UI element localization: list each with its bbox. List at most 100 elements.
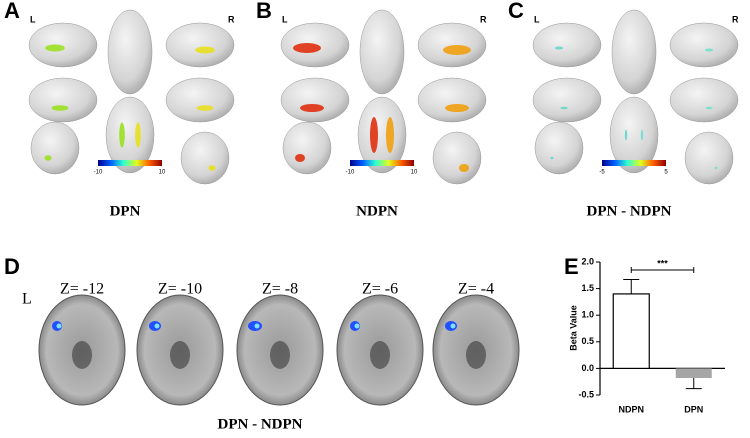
slice-ventricle xyxy=(170,341,190,369)
brain-view xyxy=(417,77,487,123)
y-tick-label: 0.5 xyxy=(581,336,594,346)
slice-label: Z= -10 xyxy=(158,281,202,298)
brain-view xyxy=(30,121,80,175)
brain-view xyxy=(611,9,657,95)
brain-view xyxy=(105,96,155,174)
activation-blob xyxy=(56,323,62,329)
activation-blob xyxy=(443,45,471,55)
hemisphere-left: L xyxy=(534,14,540,24)
brain-view xyxy=(417,22,487,68)
activation-blob xyxy=(208,165,216,171)
activation-blob xyxy=(119,122,125,148)
panel-letter: A xyxy=(4,0,20,23)
colorbar-tick: -10 xyxy=(346,170,355,176)
panel-caption: NDPN xyxy=(356,203,398,219)
panel-letter: E xyxy=(564,254,579,279)
slice-label: Z= -4 xyxy=(458,281,494,298)
colorbar-tick: 5 xyxy=(664,170,668,176)
brain-view xyxy=(28,22,98,68)
slice-label: Z= -6 xyxy=(362,281,398,298)
activation-blob xyxy=(704,48,714,52)
brain-view xyxy=(534,121,584,175)
activation-blob xyxy=(714,166,718,170)
panel-caption: DPN - NDPN xyxy=(587,203,672,219)
brain-view xyxy=(684,131,734,185)
y-tick-label: 2.0 xyxy=(581,256,594,266)
bar xyxy=(612,293,650,370)
brain-view xyxy=(282,121,332,175)
y-tick-label: -0.5 xyxy=(578,389,594,399)
activation-blob xyxy=(705,106,713,110)
side-label: L xyxy=(22,291,32,308)
hemisphere-right: R xyxy=(228,14,235,24)
activation-blob xyxy=(554,46,564,50)
activation-blob xyxy=(550,156,554,160)
panel-caption: DPN - NDPN xyxy=(218,416,303,432)
x-tick-label: DPN xyxy=(684,404,703,414)
slice-ventricle xyxy=(466,341,486,369)
y-tick-label: 1.0 xyxy=(581,310,594,320)
activation-blob xyxy=(640,129,644,141)
activation-blob xyxy=(154,323,160,329)
y-tick-label: 0.0 xyxy=(581,363,594,373)
brain-view xyxy=(280,77,350,123)
panel-caption: DPN xyxy=(110,203,141,219)
activation-blob xyxy=(624,129,628,141)
hemisphere-right: R xyxy=(480,14,487,24)
panel-letter: D xyxy=(4,254,20,279)
brain-view xyxy=(180,131,230,185)
activation-blob xyxy=(254,323,260,329)
hemisphere-left: L xyxy=(282,14,288,24)
activation-blob xyxy=(386,117,394,153)
colorbar-tick: -10 xyxy=(94,170,103,176)
slice-ventricle xyxy=(270,341,290,369)
activation-blob xyxy=(135,122,141,148)
brain-view xyxy=(165,77,235,123)
brain-view xyxy=(669,22,739,68)
x-tick-label: NDPN xyxy=(618,404,644,414)
brain-view xyxy=(609,96,659,174)
significance-label: *** xyxy=(657,258,668,268)
slice-label: Z= -12 xyxy=(60,281,104,298)
panel-letter: C xyxy=(508,0,524,23)
colorbar xyxy=(98,160,162,166)
brain-view xyxy=(28,77,98,123)
activation-blob xyxy=(51,105,69,111)
slice-ventricle xyxy=(72,341,92,369)
brain-view xyxy=(357,96,407,174)
bar xyxy=(675,368,712,378)
activation-blob xyxy=(300,104,324,112)
activation-blob xyxy=(295,154,305,162)
activation-blob xyxy=(45,44,65,52)
activation-blob xyxy=(196,105,214,111)
activation-blob xyxy=(445,104,469,112)
brain-view xyxy=(359,9,405,95)
brain-view xyxy=(669,77,739,123)
hemisphere-right: R xyxy=(732,14,739,24)
brain-view xyxy=(107,9,153,95)
colorbar xyxy=(602,160,666,166)
colorbar-tick: 10 xyxy=(411,170,418,176)
activation-blob xyxy=(370,117,378,153)
activation-blob xyxy=(293,43,321,53)
hemisphere-left: L xyxy=(30,14,36,24)
activation-blob xyxy=(195,46,215,54)
slice-ventricle xyxy=(370,341,390,369)
brain-view xyxy=(165,22,235,68)
y-axis-label: Beta Value xyxy=(568,305,578,351)
activation-blob xyxy=(450,323,456,329)
y-tick-label: 1.5 xyxy=(581,283,594,293)
colorbar-tick: -5 xyxy=(599,170,605,176)
activation-blob xyxy=(354,323,360,329)
brain-view xyxy=(532,22,602,68)
activation-blob xyxy=(459,164,469,172)
slice-label: Z= -8 xyxy=(262,281,298,298)
colorbar-tick: 10 xyxy=(159,170,166,176)
panel-letter: B xyxy=(256,0,272,23)
activation-blob xyxy=(560,106,568,110)
activation-blob xyxy=(44,155,52,161)
brain-view xyxy=(432,131,482,185)
colorbar xyxy=(350,160,414,166)
brain-view xyxy=(532,77,602,123)
